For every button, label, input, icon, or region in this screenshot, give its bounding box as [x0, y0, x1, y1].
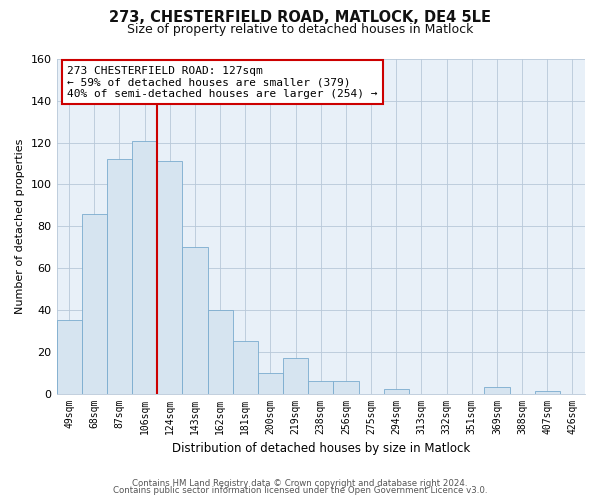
Bar [484, 388, 509, 394]
Text: Contains public sector information licensed under the Open Government Licence v3: Contains public sector information licen… [113, 486, 487, 495]
Bar [258, 372, 283, 394]
Text: Contains HM Land Registry data © Crown copyright and database right 2024.: Contains HM Land Registry data © Crown c… [132, 478, 468, 488]
Bar [157, 162, 182, 394]
Bar [308, 381, 334, 394]
Text: 273, CHESTERFIELD ROAD, MATLOCK, DE4 5LE: 273, CHESTERFIELD ROAD, MATLOCK, DE4 5LE [109, 10, 491, 25]
Bar [56, 320, 82, 394]
Bar [283, 358, 308, 394]
X-axis label: Distribution of detached houses by size in Matlock: Distribution of detached houses by size … [172, 442, 470, 455]
Bar [132, 140, 157, 394]
Text: Size of property relative to detached houses in Matlock: Size of property relative to detached ho… [127, 22, 473, 36]
Bar [208, 310, 233, 394]
Bar [182, 247, 208, 394]
Bar [107, 160, 132, 394]
Bar [82, 214, 107, 394]
Text: 273 CHESTERFIELD ROAD: 127sqm
← 59% of detached houses are smaller (379)
40% of : 273 CHESTERFIELD ROAD: 127sqm ← 59% of d… [67, 66, 377, 99]
Y-axis label: Number of detached properties: Number of detached properties [15, 138, 25, 314]
Bar [233, 342, 258, 394]
Bar [535, 392, 560, 394]
Bar [334, 381, 359, 394]
Bar [383, 390, 409, 394]
